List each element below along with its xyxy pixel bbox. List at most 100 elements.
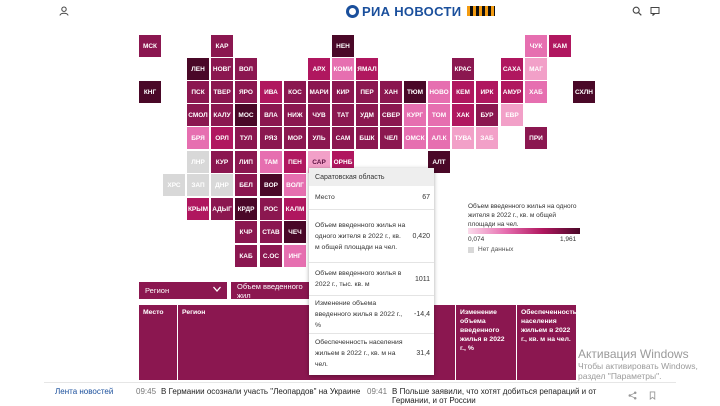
region-tile[interactable]: БШК [356, 127, 378, 149]
region-tile[interactable]: ЧУК [525, 35, 547, 57]
region-tile[interactable]: УЛЬ [308, 127, 330, 149]
region-tile[interactable]: САМ [332, 127, 354, 149]
region-tile[interactable]: ЗАП [187, 174, 209, 196]
region-tile[interactable]: ЧУВ [308, 104, 330, 126]
region-tile[interactable]: ЗАБ [476, 127, 498, 149]
metric-dropdown[interactable]: Объем введенного жил [231, 282, 311, 300]
region-tile[interactable]: КАБ [235, 245, 257, 267]
region-tile[interactable]: КАЛМ [284, 198, 306, 220]
region-tile[interactable]: ВОР [260, 174, 282, 196]
region-tile[interactable]: ХРС [163, 174, 185, 196]
region-tile[interactable]: АДЫГ [211, 198, 233, 220]
region-tile[interactable]: КАР [211, 35, 233, 57]
region-tile[interactable]: СТАВ [260, 221, 282, 243]
region-tile[interactable]: БЕЛ [235, 174, 257, 196]
col-header-provision[interactable]: Обеспеченность населения жильем в 2022 г… [516, 305, 577, 380]
region-tile[interactable]: УДМ [356, 104, 378, 126]
region-tile[interactable]: КРАС [452, 58, 474, 80]
region-tile[interactable]: КЧР [235, 221, 257, 243]
region-tile[interactable]: НОВГ [211, 58, 233, 80]
site-logo[interactable]: РИА НОВОСТИ [346, 3, 496, 19]
region-tile[interactable]: ЕВР [501, 104, 523, 126]
bookmark-icon[interactable] [644, 387, 660, 403]
region-tile[interactable]: КОМИ [332, 58, 354, 80]
region-dropdown[interactable]: Регион [139, 282, 227, 299]
region-tile[interactable]: ХАН [380, 81, 402, 103]
region-tile[interactable]: КАЛУ [211, 104, 233, 126]
region-tile[interactable]: МАРИ [308, 81, 330, 103]
region-tile[interactable]: ВОЛ [235, 58, 257, 80]
user-icon[interactable] [56, 3, 72, 19]
region-tile[interactable]: АЛ.К [428, 127, 450, 149]
col-header-place[interactable]: Место [143, 309, 164, 316]
region-tile[interactable]: ТАМ [260, 151, 282, 173]
region-tile[interactable]: ТЮМ [404, 81, 426, 103]
region-tile[interactable]: ОРЛ [211, 127, 233, 149]
region-tile[interactable]: СВЕР [380, 104, 402, 126]
region-tile[interactable]: ОМСК [404, 127, 426, 149]
region-tile[interactable]: АЛТ [428, 151, 450, 173]
share-icon[interactable] [624, 387, 640, 403]
region-tile[interactable]: НОВО [428, 81, 450, 103]
tooltip-row-label: Объем введенного жилья на одного жителя … [315, 221, 406, 251]
region-tile[interactable]: АРХ [308, 58, 330, 80]
region-tile[interactable]: ЯРО [235, 81, 257, 103]
region-tile[interactable]: ВЛА [260, 104, 282, 126]
region-tile[interactable]: КУР [211, 151, 233, 173]
region-tile[interactable]: ЧЕЧ [284, 221, 306, 243]
region-tile[interactable]: ИВА [260, 81, 282, 103]
region-tile[interactable]: ЯМАЛ [356, 58, 378, 80]
region-tile[interactable]: ЛЕН [187, 58, 209, 80]
chat-icon[interactable] [647, 3, 663, 19]
region-tile[interactable]: ЧЕЛ [380, 127, 402, 149]
region-tile[interactable]: ЛНР [187, 151, 209, 173]
region-tile[interactable]: СМОЛ [187, 104, 209, 126]
region-tile[interactable]: КРЫМ [187, 198, 209, 220]
region-tile[interactable]: ВОЛГ [284, 174, 306, 196]
region-tile[interactable]: МОС [235, 104, 257, 126]
region-tile[interactable]: НЕН [332, 35, 354, 57]
region-tile[interactable]: ТАТ [332, 104, 354, 126]
region-tile[interactable]: КИР [332, 81, 354, 103]
region-tile[interactable]: МСК [139, 35, 161, 57]
news-item[interactable]: 09:45 В Германии осознали участь "Леопар… [136, 387, 366, 396]
region-tile[interactable]: ИНГ [284, 245, 306, 267]
region-tile[interactable]: ОРНБ [332, 151, 354, 173]
region-tile[interactable]: СХЛН [573, 81, 595, 103]
region-tile[interactable]: РЯЗ [260, 127, 282, 149]
region-tile[interactable]: ТВЕР [211, 81, 233, 103]
region-tile[interactable]: САХА [501, 58, 523, 80]
region-tile[interactable]: КОС [284, 81, 306, 103]
region-tile[interactable]: КУРГ [404, 104, 426, 126]
region-tile[interactable]: КАМ [549, 35, 571, 57]
search-icon[interactable] [629, 3, 645, 19]
region-tile[interactable]: КНГ [139, 81, 161, 103]
news-feed-link[interactable]: Лента новостей [55, 387, 114, 396]
region-tile[interactable]: ТОМ [428, 104, 450, 126]
region-tile[interactable]: КЕМ [452, 81, 474, 103]
region-tile[interactable]: САР [308, 151, 330, 173]
region-tile[interactable]: ПСК [187, 81, 209, 103]
region-tile[interactable]: КРДР [235, 198, 257, 220]
region-tile[interactable]: МОР [284, 127, 306, 149]
region-tile[interactable]: ХАБ [525, 81, 547, 103]
region-tile[interactable]: БРЯ [187, 127, 209, 149]
region-tile[interactable]: АМУР [501, 81, 523, 103]
region-tile[interactable]: БУР [476, 104, 498, 126]
region-tile[interactable]: ХАК [452, 104, 474, 126]
region-tile[interactable]: ДНР [211, 174, 233, 196]
region-tile[interactable]: МАГ [525, 58, 547, 80]
region-tile[interactable]: ПЕН [284, 151, 306, 173]
region-tile[interactable]: ТУЛ [235, 127, 257, 149]
col-header-change[interactable]: Изменение объема введенного жилья в 2022… [455, 305, 516, 380]
col-header-region[interactable]: Регион [177, 305, 310, 380]
region-tile[interactable]: ИРК [476, 81, 498, 103]
region-tile[interactable]: С.ОС [260, 245, 282, 267]
region-tile[interactable]: ТУВА [452, 127, 474, 149]
region-tile[interactable]: РОС [260, 198, 282, 220]
news-item[interactable]: 09:41 В Польше заявили, что хотят добить… [367, 387, 617, 405]
region-tile[interactable]: ПЕР [356, 81, 378, 103]
region-tile[interactable]: НИЖ [284, 104, 306, 126]
region-tile[interactable]: ПРИ [525, 127, 547, 149]
region-tile[interactable]: ЛИП [235, 151, 257, 173]
